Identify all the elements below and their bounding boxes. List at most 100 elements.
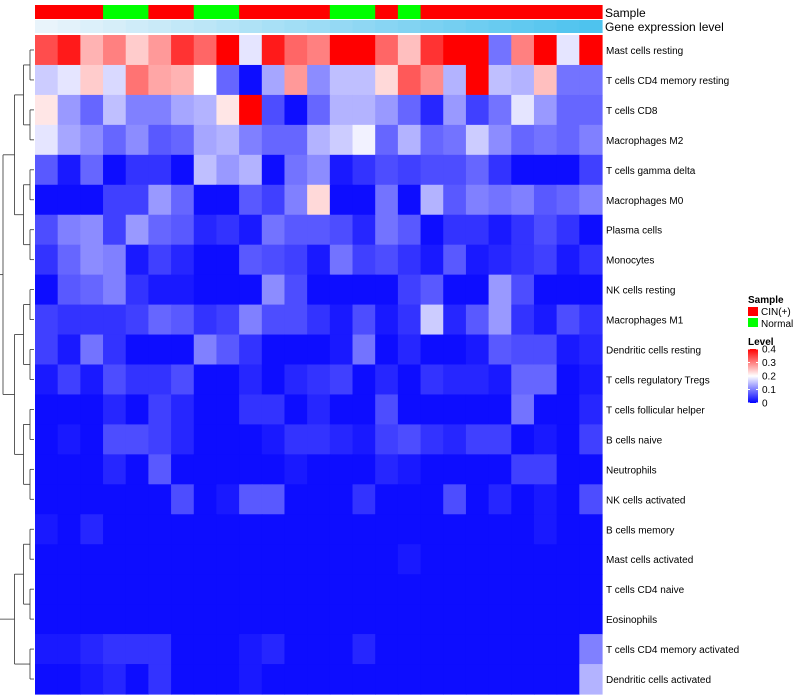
heatmap-cell bbox=[57, 94, 81, 126]
heatmap-cell bbox=[488, 604, 512, 635]
sample-cell bbox=[420, 5, 444, 19]
sample-cell bbox=[329, 5, 354, 19]
heatmap-cell bbox=[443, 334, 467, 366]
heatmap-cell bbox=[103, 424, 127, 455]
sample-cell bbox=[397, 5, 422, 19]
heatmap-cell bbox=[171, 364, 195, 396]
heatmap-cell bbox=[352, 124, 376, 156]
heatmap-cell bbox=[239, 244, 263, 276]
heatmap-cell bbox=[148, 364, 172, 396]
row-label: T cells regulatory Tregs bbox=[606, 375, 710, 386]
heatmap-cell bbox=[352, 484, 376, 515]
heatmap-cell bbox=[261, 514, 286, 545]
heatmap-cell bbox=[171, 304, 195, 336]
heatmap-cell bbox=[556, 334, 580, 366]
heatmap-cell bbox=[352, 304, 376, 336]
sample-cell bbox=[103, 5, 127, 19]
heatmap-cell bbox=[375, 454, 399, 485]
heatmap-cell bbox=[329, 514, 354, 545]
heatmap-cell bbox=[533, 274, 558, 306]
heatmap-cell bbox=[216, 154, 240, 186]
heatmap-cell bbox=[216, 484, 240, 515]
expression-cell bbox=[375, 20, 399, 33]
heatmap-cell bbox=[216, 304, 240, 336]
heatmap-cell bbox=[307, 514, 331, 545]
heatmap-cell bbox=[35, 334, 59, 366]
heatmap-cell bbox=[103, 124, 127, 156]
heatmap-cell bbox=[329, 454, 354, 485]
heatmap-cell bbox=[57, 514, 81, 545]
heatmap-cell bbox=[579, 214, 603, 246]
heatmap-cell bbox=[284, 334, 308, 366]
heatmap-cell bbox=[171, 424, 195, 455]
heatmap-cell bbox=[148, 634, 172, 665]
heatmap-cell bbox=[148, 574, 172, 605]
heatmap-cell bbox=[193, 604, 218, 635]
level-tick-label: 0.4 bbox=[762, 345, 776, 356]
heatmap-cell bbox=[307, 184, 331, 216]
heatmap-cell bbox=[216, 64, 240, 96]
heatmap-cell bbox=[193, 574, 218, 605]
heatmap-cell bbox=[443, 124, 467, 156]
heatmap-cell bbox=[80, 124, 104, 156]
heatmap-cell bbox=[103, 94, 127, 126]
heatmap-cell bbox=[239, 94, 263, 126]
heatmap-cell bbox=[420, 454, 444, 485]
heatmap-cell bbox=[465, 604, 490, 635]
heatmap-cell bbox=[397, 184, 422, 216]
row-label: Eosinophils bbox=[606, 615, 657, 626]
heatmap-cell bbox=[284, 35, 308, 66]
heatmap-cell bbox=[352, 364, 376, 396]
heatmap-cell bbox=[465, 244, 490, 276]
heatmap-cell bbox=[57, 364, 81, 396]
row-label: Macrophages M0 bbox=[606, 196, 684, 207]
heatmap-cell bbox=[397, 634, 422, 665]
heatmap-cell bbox=[80, 394, 104, 426]
heatmap-cell bbox=[443, 94, 467, 126]
heatmap-cell bbox=[420, 544, 444, 575]
heatmap-cell bbox=[57, 664, 81, 695]
heatmap-cell bbox=[125, 424, 149, 455]
heatmap-cell bbox=[511, 394, 535, 426]
heatmap-cell bbox=[261, 454, 286, 485]
heatmap-cell bbox=[397, 574, 422, 605]
heatmap-cell bbox=[420, 424, 444, 455]
heatmap-cell bbox=[80, 484, 104, 515]
heatmap-cell bbox=[420, 334, 444, 366]
heatmap-cell bbox=[261, 544, 286, 575]
heatmap-cell bbox=[443, 544, 467, 575]
heatmap-cell bbox=[171, 64, 195, 96]
level-tick-label: 0.1 bbox=[762, 385, 776, 396]
heatmap-cell bbox=[533, 544, 558, 575]
heatmap-cell bbox=[261, 154, 286, 186]
heatmap-cell bbox=[443, 454, 467, 485]
heatmap-cell bbox=[397, 124, 422, 156]
heatmap-cell bbox=[284, 394, 308, 426]
sample-cell bbox=[216, 5, 240, 19]
heatmap-cell bbox=[307, 154, 331, 186]
heatmap-cell bbox=[125, 484, 149, 515]
heatmap-cell bbox=[171, 454, 195, 485]
row-label: NK cells activated bbox=[606, 495, 685, 506]
heatmap-cell bbox=[171, 484, 195, 515]
heatmap-cell bbox=[443, 214, 467, 246]
heatmap-cell bbox=[261, 634, 286, 665]
heatmap-cell bbox=[125, 634, 149, 665]
heatmap-cell bbox=[80, 334, 104, 366]
heatmap-cell bbox=[307, 334, 331, 366]
heatmap-cell bbox=[35, 514, 59, 545]
heatmap-cell bbox=[420, 244, 444, 276]
sample-legend-title: Sample bbox=[748, 295, 784, 306]
heatmap-cell bbox=[352, 154, 376, 186]
heatmap-cell bbox=[171, 664, 195, 695]
heatmap-cell bbox=[193, 514, 218, 545]
heatmap-cell bbox=[443, 394, 467, 426]
heatmap-cell bbox=[125, 154, 149, 186]
sample-cell bbox=[284, 5, 308, 19]
heatmap-cell bbox=[556, 604, 580, 635]
row-label: T cells CD8 bbox=[606, 106, 658, 117]
row-label: Macrophages M1 bbox=[606, 316, 684, 327]
heatmap-cell bbox=[465, 94, 490, 126]
heatmap-cell bbox=[103, 364, 127, 396]
heatmap-cell bbox=[261, 304, 286, 336]
